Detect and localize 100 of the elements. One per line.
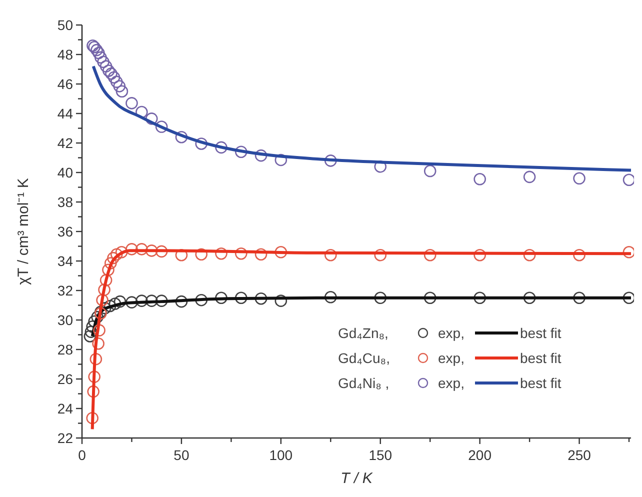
point (136, 243, 148, 256)
point (115, 246, 128, 258)
point (573, 292, 586, 304)
point (90, 352, 102, 366)
point (324, 290, 337, 304)
point (274, 294, 288, 307)
x-tick-label: 100 (269, 447, 293, 463)
point (424, 248, 436, 262)
point (215, 247, 228, 260)
x-tick-label: 250 (568, 447, 592, 463)
point (234, 146, 248, 158)
point (424, 164, 436, 178)
point (102, 264, 114, 276)
point (97, 56, 110, 68)
point (254, 248, 268, 261)
legend-label: best fit (520, 324, 562, 341)
annotation: Gd₄Ni₈ , (338, 374, 390, 391)
y-tick-label: 30 (57, 312, 74, 328)
legend-label: best fit (520, 374, 562, 391)
point (102, 64, 115, 77)
point (523, 248, 536, 262)
point (175, 248, 188, 262)
y-tick-label: 24 (57, 400, 74, 416)
y-tick-label: 34 (57, 252, 74, 269)
point (126, 243, 138, 256)
point (195, 138, 208, 150)
y-tick-label: 36 (57, 223, 74, 240)
point (84, 326, 98, 338)
point (274, 246, 288, 258)
point (145, 244, 158, 257)
point (622, 292, 634, 304)
point (110, 248, 123, 261)
point (424, 292, 436, 304)
point (90, 44, 103, 56)
point (92, 337, 104, 350)
point (622, 174, 634, 186)
legend-label: exp, (438, 374, 464, 391)
point (98, 284, 110, 296)
point (254, 149, 268, 162)
y-tick-label: 44 (57, 105, 74, 122)
point (136, 294, 148, 307)
x-tick-label: 50 (174, 447, 190, 463)
point (105, 68, 118, 80)
point (126, 97, 138, 110)
point (86, 320, 98, 333)
point (100, 274, 112, 286)
point (126, 296, 138, 308)
point (474, 292, 486, 304)
point (96, 294, 108, 306)
point (254, 292, 268, 305)
point (175, 130, 188, 144)
y-tick-label: 38 (57, 194, 74, 210)
annotation: Gd₄Zn₈, (338, 324, 388, 341)
point (573, 172, 586, 185)
point (107, 252, 120, 264)
point (474, 172, 486, 186)
point (155, 294, 168, 307)
point (110, 76, 123, 88)
point (234, 247, 248, 260)
point (324, 154, 337, 167)
point (175, 295, 188, 308)
y-tick-label: 50 (57, 16, 74, 33)
point (108, 298, 122, 310)
x-tick-label: 200 (468, 447, 492, 463)
point (622, 246, 634, 258)
point (86, 412, 98, 424)
point (374, 292, 387, 304)
point (215, 141, 228, 154)
point (155, 245, 168, 258)
y-tick-label: 22 (57, 430, 74, 446)
legend-label: exp, (438, 350, 464, 366)
annotation: Gd₄Cu₈, (338, 350, 390, 366)
point (523, 292, 536, 304)
y-tick-label: 26 (57, 370, 74, 387)
point (114, 295, 126, 308)
legend-label: best fit (520, 350, 562, 366)
point (93, 324, 106, 336)
point (87, 385, 100, 398)
point (94, 51, 107, 64)
y-tick-label: 42 (57, 134, 74, 151)
point (215, 292, 228, 304)
point (108, 71, 120, 84)
y-tick-label: 40 (57, 164, 74, 180)
point (523, 170, 536, 184)
x-tick-label: 0 (78, 447, 86, 463)
line-series (92, 64, 632, 172)
y-tick-label: 32 (57, 282, 74, 298)
point (155, 120, 168, 133)
point (92, 46, 105, 60)
y-tick-label: 28 (57, 341, 74, 358)
point (195, 248, 208, 261)
point (116, 85, 128, 98)
point (113, 80, 126, 92)
point (573, 248, 586, 262)
point (234, 292, 248, 304)
point (84, 330, 96, 342)
point (100, 60, 112, 72)
y-tick-label: 46 (57, 76, 74, 92)
point (145, 112, 158, 125)
point (324, 248, 337, 262)
